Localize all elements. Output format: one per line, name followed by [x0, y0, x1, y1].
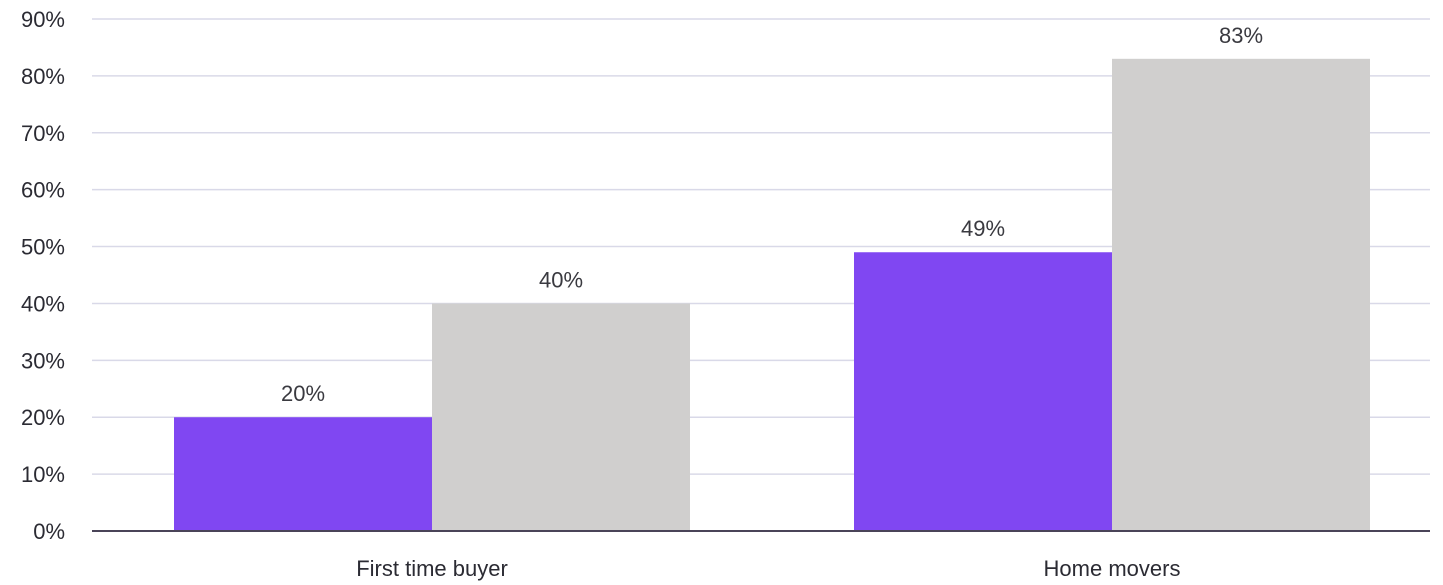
y-axis-ticks: 0% 10% 20% 30% 40% 50% 60% 70% 80% 90%: [21, 7, 65, 544]
y-tick-label: 90%: [21, 7, 65, 32]
data-label: 40%: [539, 267, 583, 292]
data-label: 20%: [281, 381, 325, 406]
bar: [174, 417, 432, 531]
category-label: First time buyer: [356, 556, 508, 581]
y-tick-label: 20%: [21, 405, 65, 430]
y-tick-label: 50%: [21, 235, 65, 260]
bars: [174, 58, 1370, 531]
category-labels: First time buyer Home movers: [356, 556, 1180, 581]
category-label: Home movers: [1044, 556, 1181, 581]
y-tick-label: 10%: [21, 462, 65, 487]
y-tick-label: 70%: [21, 121, 65, 146]
data-label: 83%: [1219, 23, 1263, 48]
y-tick-label: 60%: [21, 178, 65, 203]
y-tick-label: 40%: [21, 291, 65, 316]
bar: [432, 303, 690, 531]
bar: [854, 252, 1112, 531]
y-tick-label: 30%: [21, 348, 65, 373]
bar: [1112, 58, 1370, 531]
y-tick-label: 0%: [33, 519, 65, 544]
y-tick-label: 80%: [21, 64, 65, 89]
data-labels: 20% 49% 40% 83%: [281, 23, 1263, 406]
data-label: 49%: [961, 216, 1005, 241]
